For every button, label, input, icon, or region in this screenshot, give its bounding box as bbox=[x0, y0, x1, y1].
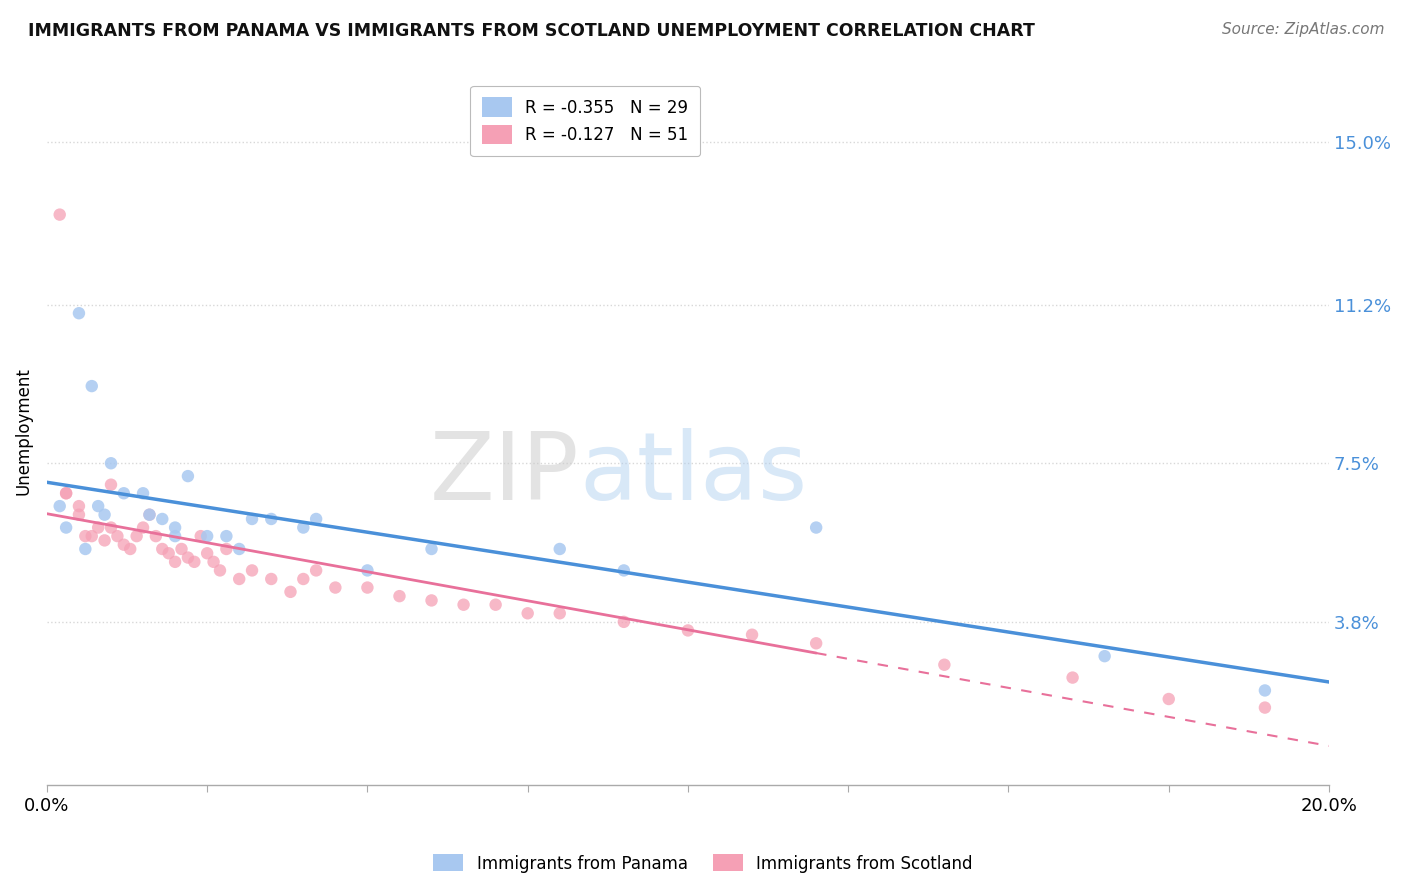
Point bbox=[165, 520, 187, 534]
Point bbox=[150, 541, 173, 556]
Point bbox=[613, 563, 636, 577]
Point bbox=[138, 508, 160, 522]
Point bbox=[1254, 700, 1277, 714]
Point bbox=[48, 208, 70, 222]
Point bbox=[87, 499, 110, 513]
Point bbox=[356, 581, 378, 595]
Point bbox=[305, 512, 328, 526]
Point bbox=[195, 546, 218, 560]
Point bbox=[75, 541, 97, 556]
Point bbox=[55, 520, 77, 534]
Point bbox=[548, 541, 571, 556]
Point bbox=[55, 486, 77, 500]
Point bbox=[177, 550, 200, 565]
Point bbox=[107, 529, 129, 543]
Point bbox=[170, 541, 193, 556]
Point bbox=[1157, 692, 1180, 706]
Point bbox=[1094, 649, 1116, 664]
Point bbox=[325, 581, 347, 595]
Point bbox=[87, 520, 110, 534]
Point bbox=[260, 572, 283, 586]
Text: ZIP: ZIP bbox=[429, 427, 579, 519]
Point bbox=[208, 563, 231, 577]
Point bbox=[132, 486, 155, 500]
Point bbox=[100, 477, 122, 491]
Point bbox=[150, 512, 173, 526]
Point bbox=[240, 563, 263, 577]
Point bbox=[157, 546, 180, 560]
Point bbox=[215, 541, 238, 556]
Point bbox=[165, 555, 187, 569]
Point bbox=[613, 615, 636, 629]
Point bbox=[1062, 671, 1084, 685]
Point bbox=[1254, 683, 1277, 698]
Point bbox=[183, 555, 205, 569]
Point bbox=[215, 529, 238, 543]
Point bbox=[195, 529, 218, 543]
Point bbox=[356, 563, 378, 577]
Point bbox=[453, 598, 475, 612]
Point bbox=[67, 508, 90, 522]
Point bbox=[804, 520, 827, 534]
Point bbox=[228, 572, 250, 586]
Point bbox=[177, 469, 200, 483]
Point bbox=[48, 499, 70, 513]
Legend: Immigrants from Panama, Immigrants from Scotland: Immigrants from Panama, Immigrants from … bbox=[427, 847, 979, 880]
Point bbox=[280, 585, 302, 599]
Point bbox=[228, 541, 250, 556]
Point bbox=[67, 306, 90, 320]
Point bbox=[292, 572, 315, 586]
Point bbox=[100, 520, 122, 534]
Point bbox=[80, 379, 103, 393]
Point bbox=[934, 657, 956, 672]
Point bbox=[420, 541, 443, 556]
Point bbox=[292, 520, 315, 534]
Text: atlas: atlas bbox=[579, 427, 807, 519]
Point bbox=[516, 607, 538, 621]
Point bbox=[55, 486, 77, 500]
Point bbox=[138, 508, 160, 522]
Point bbox=[165, 529, 187, 543]
Point bbox=[190, 529, 212, 543]
Point bbox=[741, 628, 763, 642]
Text: IMMIGRANTS FROM PANAMA VS IMMIGRANTS FROM SCOTLAND UNEMPLOYMENT CORRELATION CHAR: IMMIGRANTS FROM PANAMA VS IMMIGRANTS FRO… bbox=[28, 22, 1035, 40]
Point bbox=[676, 624, 699, 638]
Legend: R = -0.355   N = 29, R = -0.127   N = 51: R = -0.355 N = 29, R = -0.127 N = 51 bbox=[471, 86, 700, 156]
Point bbox=[202, 555, 225, 569]
Point bbox=[485, 598, 508, 612]
Point bbox=[93, 508, 115, 522]
Point bbox=[112, 538, 135, 552]
Point bbox=[548, 607, 571, 621]
Point bbox=[112, 486, 135, 500]
Point bbox=[132, 520, 155, 534]
Point bbox=[67, 499, 90, 513]
Y-axis label: Unemployment: Unemployment bbox=[15, 368, 32, 495]
Point bbox=[125, 529, 148, 543]
Point bbox=[75, 529, 97, 543]
Point bbox=[120, 541, 142, 556]
Point bbox=[100, 456, 122, 470]
Point bbox=[260, 512, 283, 526]
Point bbox=[240, 512, 263, 526]
Point bbox=[305, 563, 328, 577]
Point bbox=[145, 529, 167, 543]
Point bbox=[804, 636, 827, 650]
Point bbox=[93, 533, 115, 548]
Text: Source: ZipAtlas.com: Source: ZipAtlas.com bbox=[1222, 22, 1385, 37]
Point bbox=[388, 589, 411, 603]
Point bbox=[80, 529, 103, 543]
Point bbox=[420, 593, 443, 607]
